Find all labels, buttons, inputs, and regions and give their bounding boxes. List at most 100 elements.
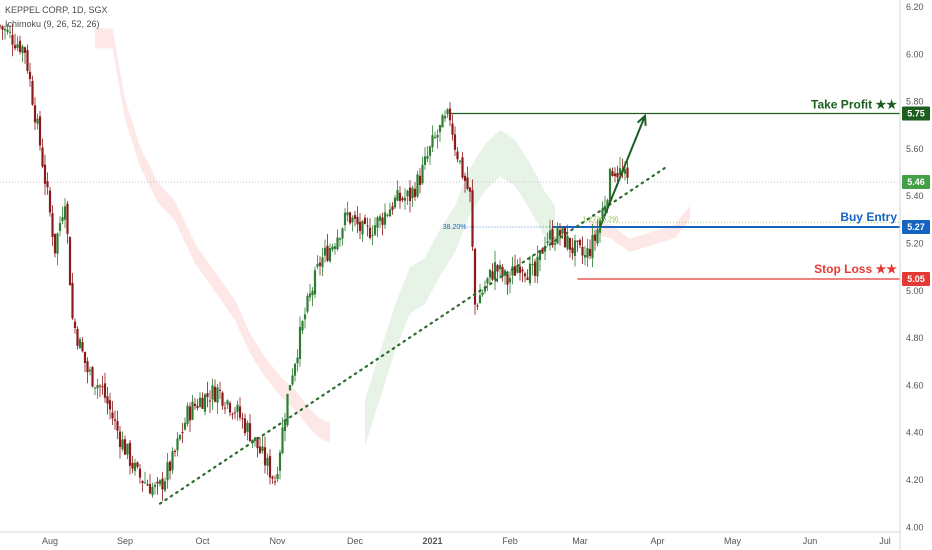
candle — [36, 113, 39, 130]
candle — [78, 337, 82, 349]
candle — [168, 460, 172, 480]
y-tick-label: 4.00 — [906, 522, 924, 532]
candle — [38, 111, 42, 151]
candle-body — [126, 443, 129, 455]
take-profit-badge[interactable]: 5.75 — [902, 106, 930, 121]
candle — [208, 390, 212, 414]
candle-body — [526, 277, 529, 280]
candle — [296, 349, 299, 372]
candle — [388, 202, 392, 217]
candle — [473, 247, 477, 315]
y-tick-label: 4.60 — [906, 380, 924, 390]
candle-body — [456, 151, 459, 160]
candle — [238, 397, 242, 421]
x-tick-label: Apr — [650, 536, 664, 546]
candle-body — [541, 248, 544, 254]
time-axis[interactable]: Aug Sep Oct Nov Dec 2021 Feb Mar Apr May Jun Jul — [0, 531, 900, 546]
stop-loss-label: Stop Loss ★★ — [814, 262, 897, 276]
candle-body — [158, 480, 162, 485]
candle — [491, 263, 494, 282]
candle-body — [591, 234, 594, 259]
candle-body — [328, 247, 332, 262]
candle-body — [6, 29, 9, 32]
y-tick-label: 4.20 — [906, 475, 924, 485]
candle-body — [253, 437, 257, 441]
candle — [91, 366, 94, 388]
candle — [268, 449, 272, 485]
candle-body — [278, 452, 282, 471]
candle — [536, 245, 539, 284]
buy-entry-badge[interactable]: 5.27 — [902, 219, 930, 234]
current-price-badge[interactable]: 5.46 — [902, 175, 930, 190]
candle-body — [153, 484, 157, 487]
candle-body — [128, 442, 132, 466]
candle — [418, 168, 422, 194]
indicator-legend[interactable]: Ichimoku (9, 26, 52, 26) — [5, 19, 100, 29]
candle-body — [121, 439, 124, 450]
candle-body — [123, 439, 127, 455]
candle-body — [623, 169, 627, 174]
candle — [383, 203, 387, 229]
candle — [218, 381, 222, 400]
candle-body — [398, 192, 402, 202]
candle-body — [496, 265, 499, 272]
candle — [163, 477, 167, 493]
price-axis[interactable]: 4.00 4.20 4.40 4.60 4.80 5.00 5.20 5.40 5.60 5.80… — [899, 0, 930, 550]
candle-body — [516, 267, 519, 273]
candle-body — [363, 217, 367, 224]
candle-body — [551, 228, 554, 246]
candle — [456, 147, 459, 163]
candle — [258, 437, 262, 455]
candle-body — [266, 457, 269, 466]
candle-body — [443, 115, 447, 119]
candle — [588, 239, 592, 260]
candle — [71, 272, 74, 321]
candle — [506, 270, 509, 295]
y-tick-label: 5.00 — [906, 286, 924, 296]
candle-body — [13, 45, 17, 49]
candle-body — [86, 361, 89, 373]
candle-body — [588, 248, 592, 257]
candle — [0, 24, 2, 30]
candle — [368, 218, 372, 240]
candle — [121, 431, 124, 452]
candle — [3, 25, 7, 40]
candle-body — [528, 263, 532, 284]
candle — [61, 206, 64, 225]
candle-body — [281, 427, 284, 454]
candle-body — [203, 394, 207, 412]
candle-body — [188, 406, 192, 421]
candle-body — [413, 188, 417, 197]
candle-body — [596, 229, 599, 244]
candle-body — [81, 341, 84, 352]
candle-body — [313, 270, 317, 295]
candle — [593, 230, 597, 251]
candle-body — [463, 175, 467, 182]
candle — [486, 277, 489, 291]
candle — [523, 271, 527, 283]
candle-body — [553, 243, 557, 245]
candle — [151, 482, 154, 498]
candle — [76, 326, 79, 350]
ichimoku-cloud — [95, 28, 690, 446]
candle-body — [178, 435, 182, 440]
candle-body — [168, 461, 172, 471]
candle — [286, 393, 289, 428]
candle — [403, 188, 407, 210]
candle — [581, 236, 584, 265]
candle — [508, 271, 512, 294]
projection-arrow-head — [636, 113, 647, 126]
candle-body — [358, 221, 362, 231]
candle-body — [498, 264, 502, 270]
candle-body — [206, 393, 209, 397]
candle-body — [361, 221, 364, 235]
candle-body — [611, 171, 614, 176]
stop-loss-badge[interactable]: 5.05 — [902, 272, 930, 287]
candle-body — [326, 245, 329, 261]
candle — [341, 227, 344, 246]
candle-body — [256, 437, 259, 449]
candle — [451, 114, 454, 141]
candle — [291, 368, 294, 386]
